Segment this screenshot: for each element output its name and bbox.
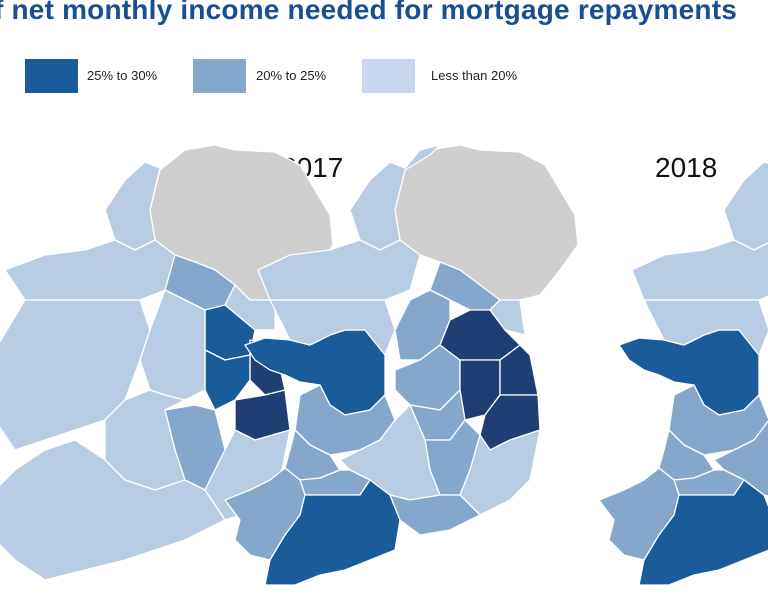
- county-west: [4, 239, 176, 301]
- county-sligo: [631, 239, 768, 301]
- county-waterford: [389, 494, 481, 536]
- map-year-2018: 2018: [655, 152, 718, 183]
- county-dublin: [499, 344, 539, 396]
- county-cork: [264, 479, 401, 586]
- county-louth: [489, 299, 526, 336]
- chart-title: f net monthly income needed for mortgage…: [0, 0, 737, 25]
- county-southwest: [0, 439, 226, 581]
- legend-swatch-20-25: [193, 59, 246, 93]
- county-midlands: [139, 289, 206, 401]
- county-cork: [638, 479, 768, 586]
- map-2017: [224, 144, 579, 586]
- county-donegal: [723, 161, 768, 251]
- legend-label-25-30: 25% to 30%: [87, 68, 158, 83]
- county-roscommon: [269, 299, 396, 356]
- northern-ireland-region: [394, 144, 579, 301]
- county-roscommon: [643, 299, 768, 356]
- legend-label-lt-20: Less than 20%: [431, 68, 518, 83]
- county-kildare: [204, 349, 251, 411]
- map-2018: [598, 161, 768, 586]
- legend-swatch-lt-20: [362, 59, 415, 93]
- legend-label-20-25: 20% to 25%: [256, 68, 327, 83]
- legend-swatch-25-30: [25, 59, 78, 93]
